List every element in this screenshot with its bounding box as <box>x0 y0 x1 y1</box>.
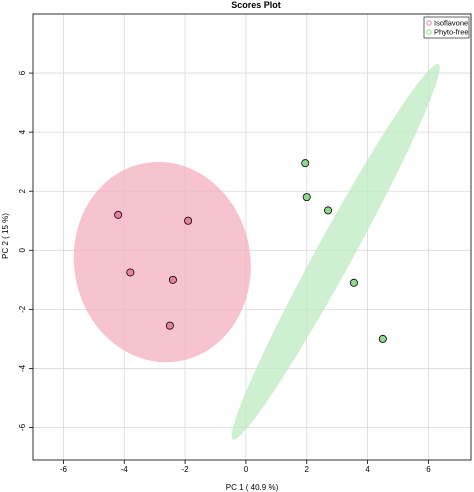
score-point <box>349 278 358 287</box>
legend-marker <box>426 29 432 35</box>
x-tick-label: -2 <box>182 465 190 474</box>
legend-label: Phyto-free <box>434 28 469 37</box>
y-tick-label: 2 <box>18 188 27 193</box>
score-point <box>165 321 174 330</box>
confidence-ellipse <box>73 162 251 363</box>
score-point <box>301 159 310 168</box>
score-point <box>168 275 177 284</box>
plot-frame <box>32 13 472 461</box>
legend-marker <box>426 20 432 26</box>
score-point <box>126 268 135 277</box>
x-tick-label: -6 <box>60 465 68 474</box>
score-point <box>114 210 123 219</box>
legend-label: Isoflavone <box>434 19 468 28</box>
y-tick-label: 4 <box>18 129 27 134</box>
x-axis-ticks: -6 -4 -2 0 2 4 6 <box>60 460 431 474</box>
y-axis-ticks: -6 -4 -2 0 2 4 6 <box>18 70 33 431</box>
y-tick-label: -4 <box>18 364 27 372</box>
x-tick-label: 4 <box>365 465 370 474</box>
score-point <box>378 334 387 343</box>
y-tick-label: 6 <box>18 70 27 75</box>
x-axis-label: PC 1 ( 40.9 %) <box>226 483 279 492</box>
y-tick-label: -6 <box>18 423 27 431</box>
confidence-ellipse <box>231 63 440 440</box>
score-points <box>114 159 387 343</box>
x-tick-label: -4 <box>121 465 129 474</box>
y-tick-label: 0 <box>18 248 27 253</box>
y-tick-label: -2 <box>18 305 27 313</box>
x-tick-label: 6 <box>426 465 431 474</box>
score-point <box>324 206 333 215</box>
x-tick-label: 2 <box>305 465 310 474</box>
score-point <box>184 216 193 225</box>
y-axis-label: PC 2 ( 15 %) <box>1 213 10 259</box>
chart-title: Scores Plot <box>231 0 281 10</box>
x-tick-label: 0 <box>244 465 249 474</box>
legend-box <box>423 16 470 39</box>
score-point <box>302 193 311 202</box>
confidence-ellipses <box>73 63 440 440</box>
